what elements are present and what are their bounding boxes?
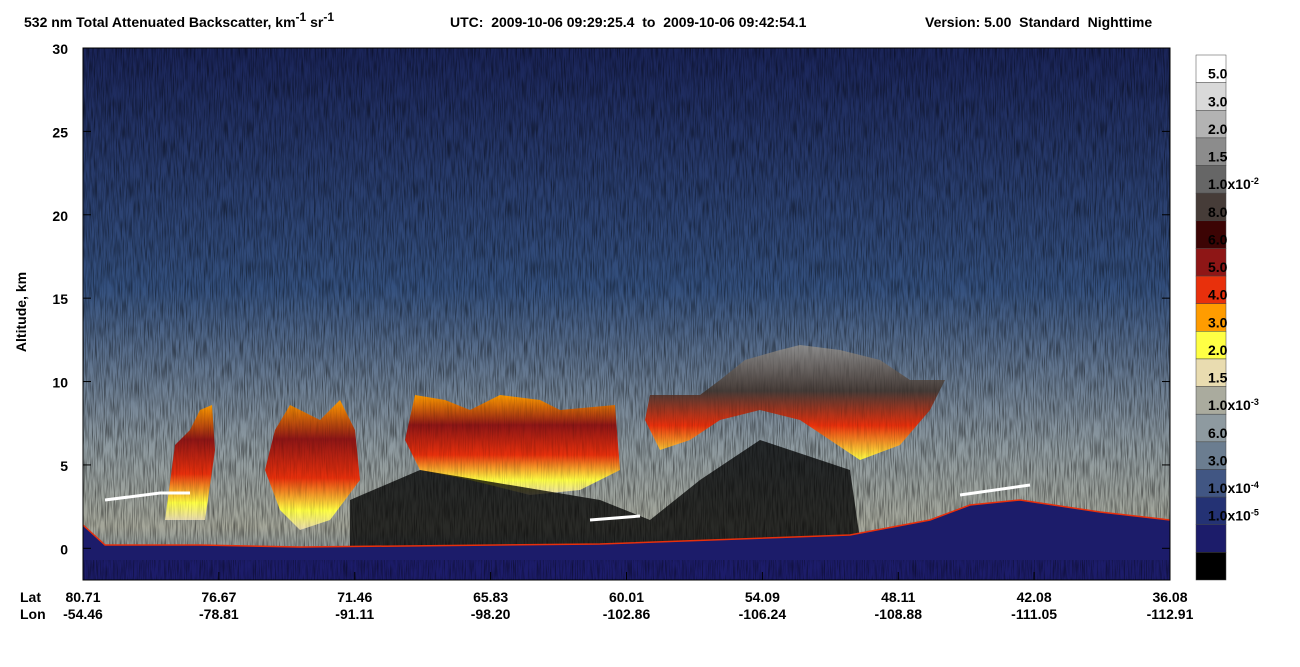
colorbar-label-text: 1.0x10 bbox=[1208, 508, 1251, 524]
colorbar-label: 1.5 bbox=[1208, 149, 1228, 165]
x-tick-label-lat: 71.46 bbox=[337, 589, 372, 605]
colorbar-label-text: 1.0x10 bbox=[1208, 480, 1251, 496]
y-tick-label: 10 bbox=[52, 375, 68, 391]
x-tick-label-lon: -112.91 bbox=[1147, 606, 1194, 622]
colorbar-swatch bbox=[1195, 496, 1227, 525]
colorbar-swatch bbox=[1195, 303, 1227, 332]
colorbar-label-exponent: -4 bbox=[1251, 480, 1259, 490]
x-tick-label-lon: -78.81 bbox=[199, 606, 239, 622]
colorbar-swatch bbox=[1195, 552, 1227, 581]
title-text: 532 nm Total Attenuated Backscatter, km bbox=[24, 14, 296, 30]
colorbar-swatch bbox=[1195, 386, 1227, 415]
colorbar-label-text: 4.0 bbox=[1208, 287, 1228, 303]
colorbar-label: 1.5 bbox=[1208, 370, 1228, 386]
colorbar-label: 2.0 bbox=[1208, 121, 1228, 137]
colorbar-label-text: 5.0 bbox=[1208, 66, 1228, 82]
x-tick-label-lat: 65.83 bbox=[473, 589, 508, 605]
x-row-label: Lon bbox=[20, 606, 46, 622]
x-tick-label-lon: -108.88 bbox=[875, 606, 923, 622]
y-tick-label: 5 bbox=[60, 458, 68, 474]
colorbar-swatch bbox=[1195, 165, 1227, 194]
colorbar-swatch bbox=[1195, 137, 1227, 166]
x-tick-label-lat: 48.11 bbox=[881, 589, 915, 605]
x-tick-label-lat: 76.67 bbox=[201, 589, 236, 605]
title-text: sr bbox=[306, 14, 324, 30]
backscatter-image bbox=[83, 48, 1170, 580]
colorbar-label-text: 8.0 bbox=[1208, 204, 1228, 220]
version-info: Version: 5.00 Standard Nighttime bbox=[925, 14, 1152, 30]
x-tick-label-lon: -91.11 bbox=[335, 606, 374, 622]
colorbar-swatch bbox=[1195, 220, 1227, 249]
colorbar-label: 4.0 bbox=[1208, 287, 1228, 303]
colorbar-swatch bbox=[1195, 413, 1227, 443]
colorbar-swatch bbox=[1195, 110, 1227, 139]
y-tick-label: 30 bbox=[52, 41, 68, 57]
colorbar-label: 1.0x10-5 bbox=[1208, 508, 1259, 524]
x-tick-label-lat: 36.08 bbox=[1152, 589, 1187, 605]
colorbar-label: 3.0 bbox=[1208, 93, 1228, 109]
colorbar-swatch bbox=[1195, 441, 1227, 470]
colorbar-swatch bbox=[1195, 524, 1227, 553]
x-tick-label-lon: -54.46 bbox=[63, 606, 103, 622]
colorbar-label: 5.0 bbox=[1208, 259, 1228, 275]
colorbar-label: 1.0x10-3 bbox=[1208, 397, 1259, 413]
colorbar-label: 8.0 bbox=[1208, 204, 1228, 220]
y-tick-label: 0 bbox=[60, 541, 68, 557]
y-axis-label: Altitude, km bbox=[13, 272, 29, 352]
colorbar-label-text: 6.0 bbox=[1208, 425, 1228, 441]
colorbar-label-text: 3.0 bbox=[1208, 93, 1228, 109]
x-tick-label-lon: -98.20 bbox=[471, 606, 511, 622]
colorbar-label: 3.0 bbox=[1208, 452, 1228, 468]
colorbar-label-text: 3.0 bbox=[1208, 452, 1228, 468]
colorbar-label-text: 5.0 bbox=[1208, 259, 1228, 275]
title-superscript: -1 bbox=[296, 10, 307, 24]
y-tick-label: 20 bbox=[52, 208, 68, 224]
colorbar-label-text: 3.0 bbox=[1208, 314, 1228, 330]
y-tick-label: 25 bbox=[52, 124, 68, 140]
colorbar-label: 5.0 bbox=[1208, 66, 1228, 82]
colorbar-swatch bbox=[1195, 54, 1227, 83]
x-tick-label-lat: 80.71 bbox=[65, 589, 100, 605]
colorbar-label-exponent: -5 bbox=[1251, 508, 1259, 518]
colorbar-label: 2.0 bbox=[1208, 342, 1228, 358]
colorbar-label-text: 1.0x10 bbox=[1208, 397, 1251, 413]
colorbar-label-text: 2.0 bbox=[1208, 342, 1228, 358]
colorbar-swatch bbox=[1195, 469, 1227, 498]
x-row-label: Lat bbox=[20, 589, 41, 605]
utc-range: UTC: 2009-10-06 09:29:25.4 to 2009-10-06… bbox=[450, 14, 807, 30]
x-tick-label-lat: 60.01 bbox=[609, 589, 644, 605]
x-tick-label-lat: 54.09 bbox=[745, 589, 780, 605]
colorbar-label-text: 2.0 bbox=[1208, 121, 1228, 137]
colorbar-label: 1.0x10-2 bbox=[1208, 176, 1259, 192]
colorbar-label-exponent: -2 bbox=[1251, 176, 1259, 186]
colorbar-label: 6.0 bbox=[1208, 231, 1228, 247]
x-tick-label-lon: -106.24 bbox=[739, 606, 787, 622]
colorbar-label-text: 1.5 bbox=[1208, 370, 1228, 386]
x-tick-label-lat: 42.08 bbox=[1017, 589, 1052, 605]
colorbar-swatch bbox=[1195, 358, 1227, 387]
title-superscript: -1 bbox=[323, 10, 334, 24]
colorbar-label-text: 1.5 bbox=[1208, 149, 1228, 165]
colorbar-swatch bbox=[1195, 331, 1227, 360]
colorbar-label: 3.0 bbox=[1208, 314, 1228, 330]
x-tick-label-lon: -102.86 bbox=[603, 606, 651, 622]
x-tick-label-lon: -111.05 bbox=[1011, 606, 1057, 622]
colorbar-swatch bbox=[1195, 275, 1227, 304]
colorbar-label-exponent: -3 bbox=[1251, 397, 1259, 407]
colorbar-label-text: 6.0 bbox=[1208, 231, 1228, 247]
chart-title: 532 nm Total Attenuated Backscatter, km-… bbox=[24, 10, 334, 30]
colorbar-label-text: 1.0x10 bbox=[1208, 176, 1251, 192]
colorbar-label: 1.0x10-4 bbox=[1208, 480, 1259, 496]
colorbar-label: 6.0 bbox=[1208, 425, 1228, 441]
y-tick-label: 15 bbox=[52, 291, 68, 307]
